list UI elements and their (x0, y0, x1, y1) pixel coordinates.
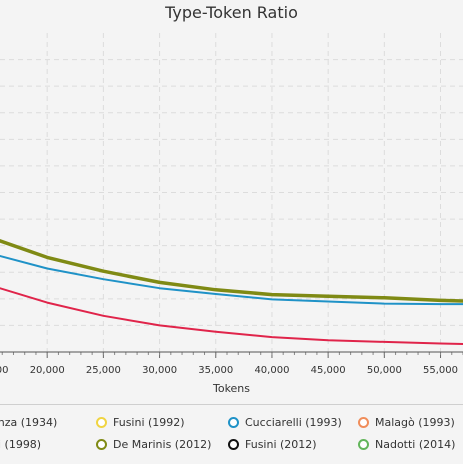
legend-item[interactable]: De Marinis (2012) (96, 438, 211, 451)
legend-marker-icon (96, 439, 107, 450)
x-tick-label: 50,000 (367, 365, 402, 376)
x-tick-label: 30,000 (142, 365, 177, 376)
legend-label: Nadotti (2014) (375, 438, 456, 451)
legend-item[interactable]: Cucciarelli (1993) (228, 416, 342, 429)
legend: …enza (1934) Fusini (1992) Cucciarelli (19… (0, 404, 463, 464)
legend-label: Cucciarelli (1993) (245, 416, 342, 429)
x-tick-label: 45,000 (311, 365, 346, 376)
x-tick-label: 15,000 (0, 365, 9, 376)
legend-label: …enza (1934) (0, 416, 58, 429)
legend-item[interactable]: Fusini (1992) (96, 416, 185, 429)
chart-title: Type-Token Ratio (165, 3, 298, 22)
x-axis-label: Tokens (212, 382, 251, 395)
x-tick-label: 25,000 (86, 365, 121, 376)
series-line (0, 254, 463, 306)
legend-label: …ni (1998) (0, 438, 42, 451)
series-line (0, 287, 463, 345)
legend-label: De Marinis (2012) (113, 438, 212, 451)
x-tick-label: 40,000 (254, 365, 289, 376)
legend-item[interactable]: …enza (1934) (0, 416, 57, 429)
x-tick-label: 55,000 (423, 365, 458, 376)
legend-item[interactable]: Malagò (1993) (358, 416, 455, 429)
legend-marker-icon (228, 417, 239, 428)
x-tick-label: 35,000 (198, 365, 233, 376)
legend-marker-icon (228, 439, 239, 450)
legend-marker-icon (358, 417, 369, 428)
legend-marker-icon (96, 417, 107, 428)
legend-marker-icon (358, 439, 369, 450)
series-line (0, 239, 463, 303)
legend-label: Fusini (2012) (245, 438, 317, 451)
legend-item[interactable]: Fusini (2012) (228, 438, 317, 451)
series-layer (0, 239, 463, 345)
legend-item[interactable]: Nadotti (2014) (358, 438, 455, 451)
legend-label: Fusini (1992) (113, 416, 185, 429)
x-tick-label: 20,000 (30, 365, 65, 376)
legend-label: Malagò (1993) (375, 416, 455, 429)
x-axis: 15,000 20,000 25,000 30,000 35,000 40,000 45,0… (0, 351, 463, 376)
legend-item[interactable]: …ni (1998) (0, 438, 41, 451)
